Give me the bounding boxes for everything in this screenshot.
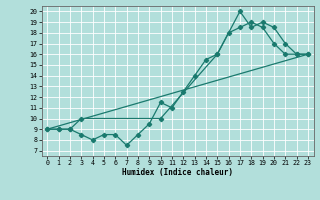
X-axis label: Humidex (Indice chaleur): Humidex (Indice chaleur) (122, 168, 233, 177)
